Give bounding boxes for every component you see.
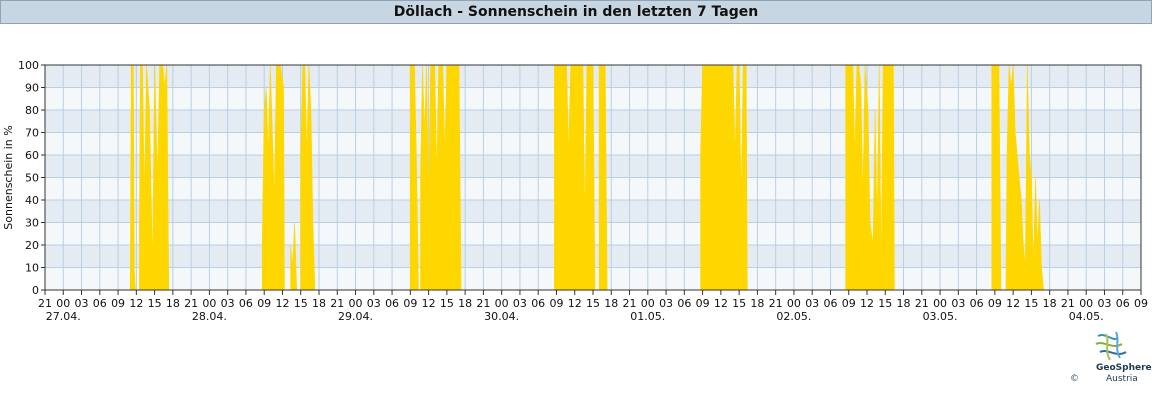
x-tick-label: 15 bbox=[148, 297, 162, 310]
x-date-label: 29.04. bbox=[338, 310, 373, 323]
x-tick-label: 18 bbox=[312, 297, 326, 310]
x-tick-label: 12 bbox=[860, 297, 874, 310]
x-tick-label: 21 bbox=[476, 297, 490, 310]
x-tick-label: 15 bbox=[294, 297, 308, 310]
y-tick-label: 0 bbox=[32, 284, 39, 297]
x-tick-label: 12 bbox=[714, 297, 728, 310]
x-date-label: 02.05. bbox=[776, 310, 811, 323]
x-tick-label: 00 bbox=[202, 297, 216, 310]
y-tick-label: 60 bbox=[25, 149, 39, 162]
x-tick-label: 03 bbox=[951, 297, 965, 310]
x-tick-label: 00 bbox=[787, 297, 801, 310]
x-tick-label: 09 bbox=[842, 297, 856, 310]
x-tick-label: 09 bbox=[696, 297, 710, 310]
x-tick-label: 09 bbox=[111, 297, 125, 310]
x-tick-label: 12 bbox=[422, 297, 436, 310]
x-tick-label: 03 bbox=[805, 297, 819, 310]
x-tick-label: 09 bbox=[1134, 297, 1148, 310]
x-tick-label: 03 bbox=[367, 297, 381, 310]
logo-subtitle: Austria bbox=[1106, 374, 1138, 384]
x-tick-label: 21 bbox=[184, 297, 198, 310]
x-tick-label: 18 bbox=[166, 297, 180, 310]
geosphere-logo: GeoSphere © Austria bbox=[1070, 330, 1152, 390]
y-tick-label: 90 bbox=[25, 82, 39, 95]
geosphere-logo-icon bbox=[1095, 331, 1127, 361]
x-tick-label: 00 bbox=[495, 297, 509, 310]
x-tick-label: 06 bbox=[970, 297, 984, 310]
y-tick-label: 20 bbox=[25, 239, 39, 252]
x-tick-label: 21 bbox=[38, 297, 52, 310]
x-tick-label: 03 bbox=[659, 297, 673, 310]
y-tick-label: 10 bbox=[25, 262, 39, 275]
x-tick-label: 15 bbox=[586, 297, 600, 310]
x-date-label: 01.05. bbox=[630, 310, 665, 323]
y-tick-label: 70 bbox=[25, 127, 39, 140]
y-tick-label: 50 bbox=[25, 172, 39, 185]
x-tick-label: 09 bbox=[988, 297, 1002, 310]
x-tick-label: 21 bbox=[769, 297, 783, 310]
copyright-symbol: © bbox=[1070, 374, 1079, 384]
x-tick-label: 12 bbox=[129, 297, 143, 310]
x-tick-label: 03 bbox=[75, 297, 89, 310]
x-tick-label: 12 bbox=[1006, 297, 1020, 310]
y-tick-label: 40 bbox=[25, 194, 39, 207]
x-tick-label: 15 bbox=[1024, 297, 1038, 310]
x-tick-label: 09 bbox=[403, 297, 417, 310]
x-tick-label: 00 bbox=[56, 297, 70, 310]
x-tick-label: 06 bbox=[93, 297, 107, 310]
x-date-label: 27.04. bbox=[46, 310, 81, 323]
x-tick-label: 18 bbox=[458, 297, 472, 310]
x-tick-label: 06 bbox=[385, 297, 399, 310]
x-tick-label: 03 bbox=[221, 297, 235, 310]
x-tick-label: 03 bbox=[1097, 297, 1111, 310]
x-tick-label: 00 bbox=[1079, 297, 1093, 310]
x-tick-label: 21 bbox=[915, 297, 929, 310]
x-tick-label: 12 bbox=[568, 297, 582, 310]
x-tick-label: 00 bbox=[349, 297, 363, 310]
y-axis-label: Sonnenschein in % bbox=[2, 125, 15, 229]
y-tick-label: 30 bbox=[25, 217, 39, 230]
x-tick-label: 21 bbox=[623, 297, 637, 310]
x-tick-label: 06 bbox=[677, 297, 691, 310]
x-tick-label: 00 bbox=[933, 297, 947, 310]
x-tick-label: 15 bbox=[732, 297, 746, 310]
x-tick-label: 18 bbox=[1043, 297, 1057, 310]
x-tick-label: 18 bbox=[750, 297, 764, 310]
chart-title: Döllach - Sonnenschein in den letzten 7 … bbox=[0, 0, 1152, 24]
x-date-label: 30.04. bbox=[484, 310, 519, 323]
x-tick-label: 15 bbox=[440, 297, 454, 310]
x-tick-label: 00 bbox=[641, 297, 655, 310]
x-tick-label: 18 bbox=[604, 297, 618, 310]
y-tick-label: 100 bbox=[18, 59, 39, 72]
x-tick-label: 06 bbox=[1116, 297, 1130, 310]
x-tick-label: 21 bbox=[330, 297, 344, 310]
x-tick-label: 06 bbox=[531, 297, 545, 310]
x-tick-label: 15 bbox=[878, 297, 892, 310]
x-date-label: 28.04. bbox=[192, 310, 227, 323]
x-tick-label: 21 bbox=[1061, 297, 1075, 310]
x-tick-label: 09 bbox=[257, 297, 271, 310]
x-date-label: 03.05. bbox=[923, 310, 958, 323]
x-tick-label: 06 bbox=[823, 297, 837, 310]
x-tick-label: 12 bbox=[275, 297, 289, 310]
x-tick-label: 06 bbox=[239, 297, 253, 310]
x-tick-label: 18 bbox=[897, 297, 911, 310]
x-tick-label: 09 bbox=[549, 297, 563, 310]
logo-name: GeoSphere bbox=[1096, 363, 1152, 373]
x-tick-label: 03 bbox=[513, 297, 527, 310]
x-date-label: 04.05. bbox=[1069, 310, 1104, 323]
y-tick-label: 80 bbox=[25, 104, 39, 117]
